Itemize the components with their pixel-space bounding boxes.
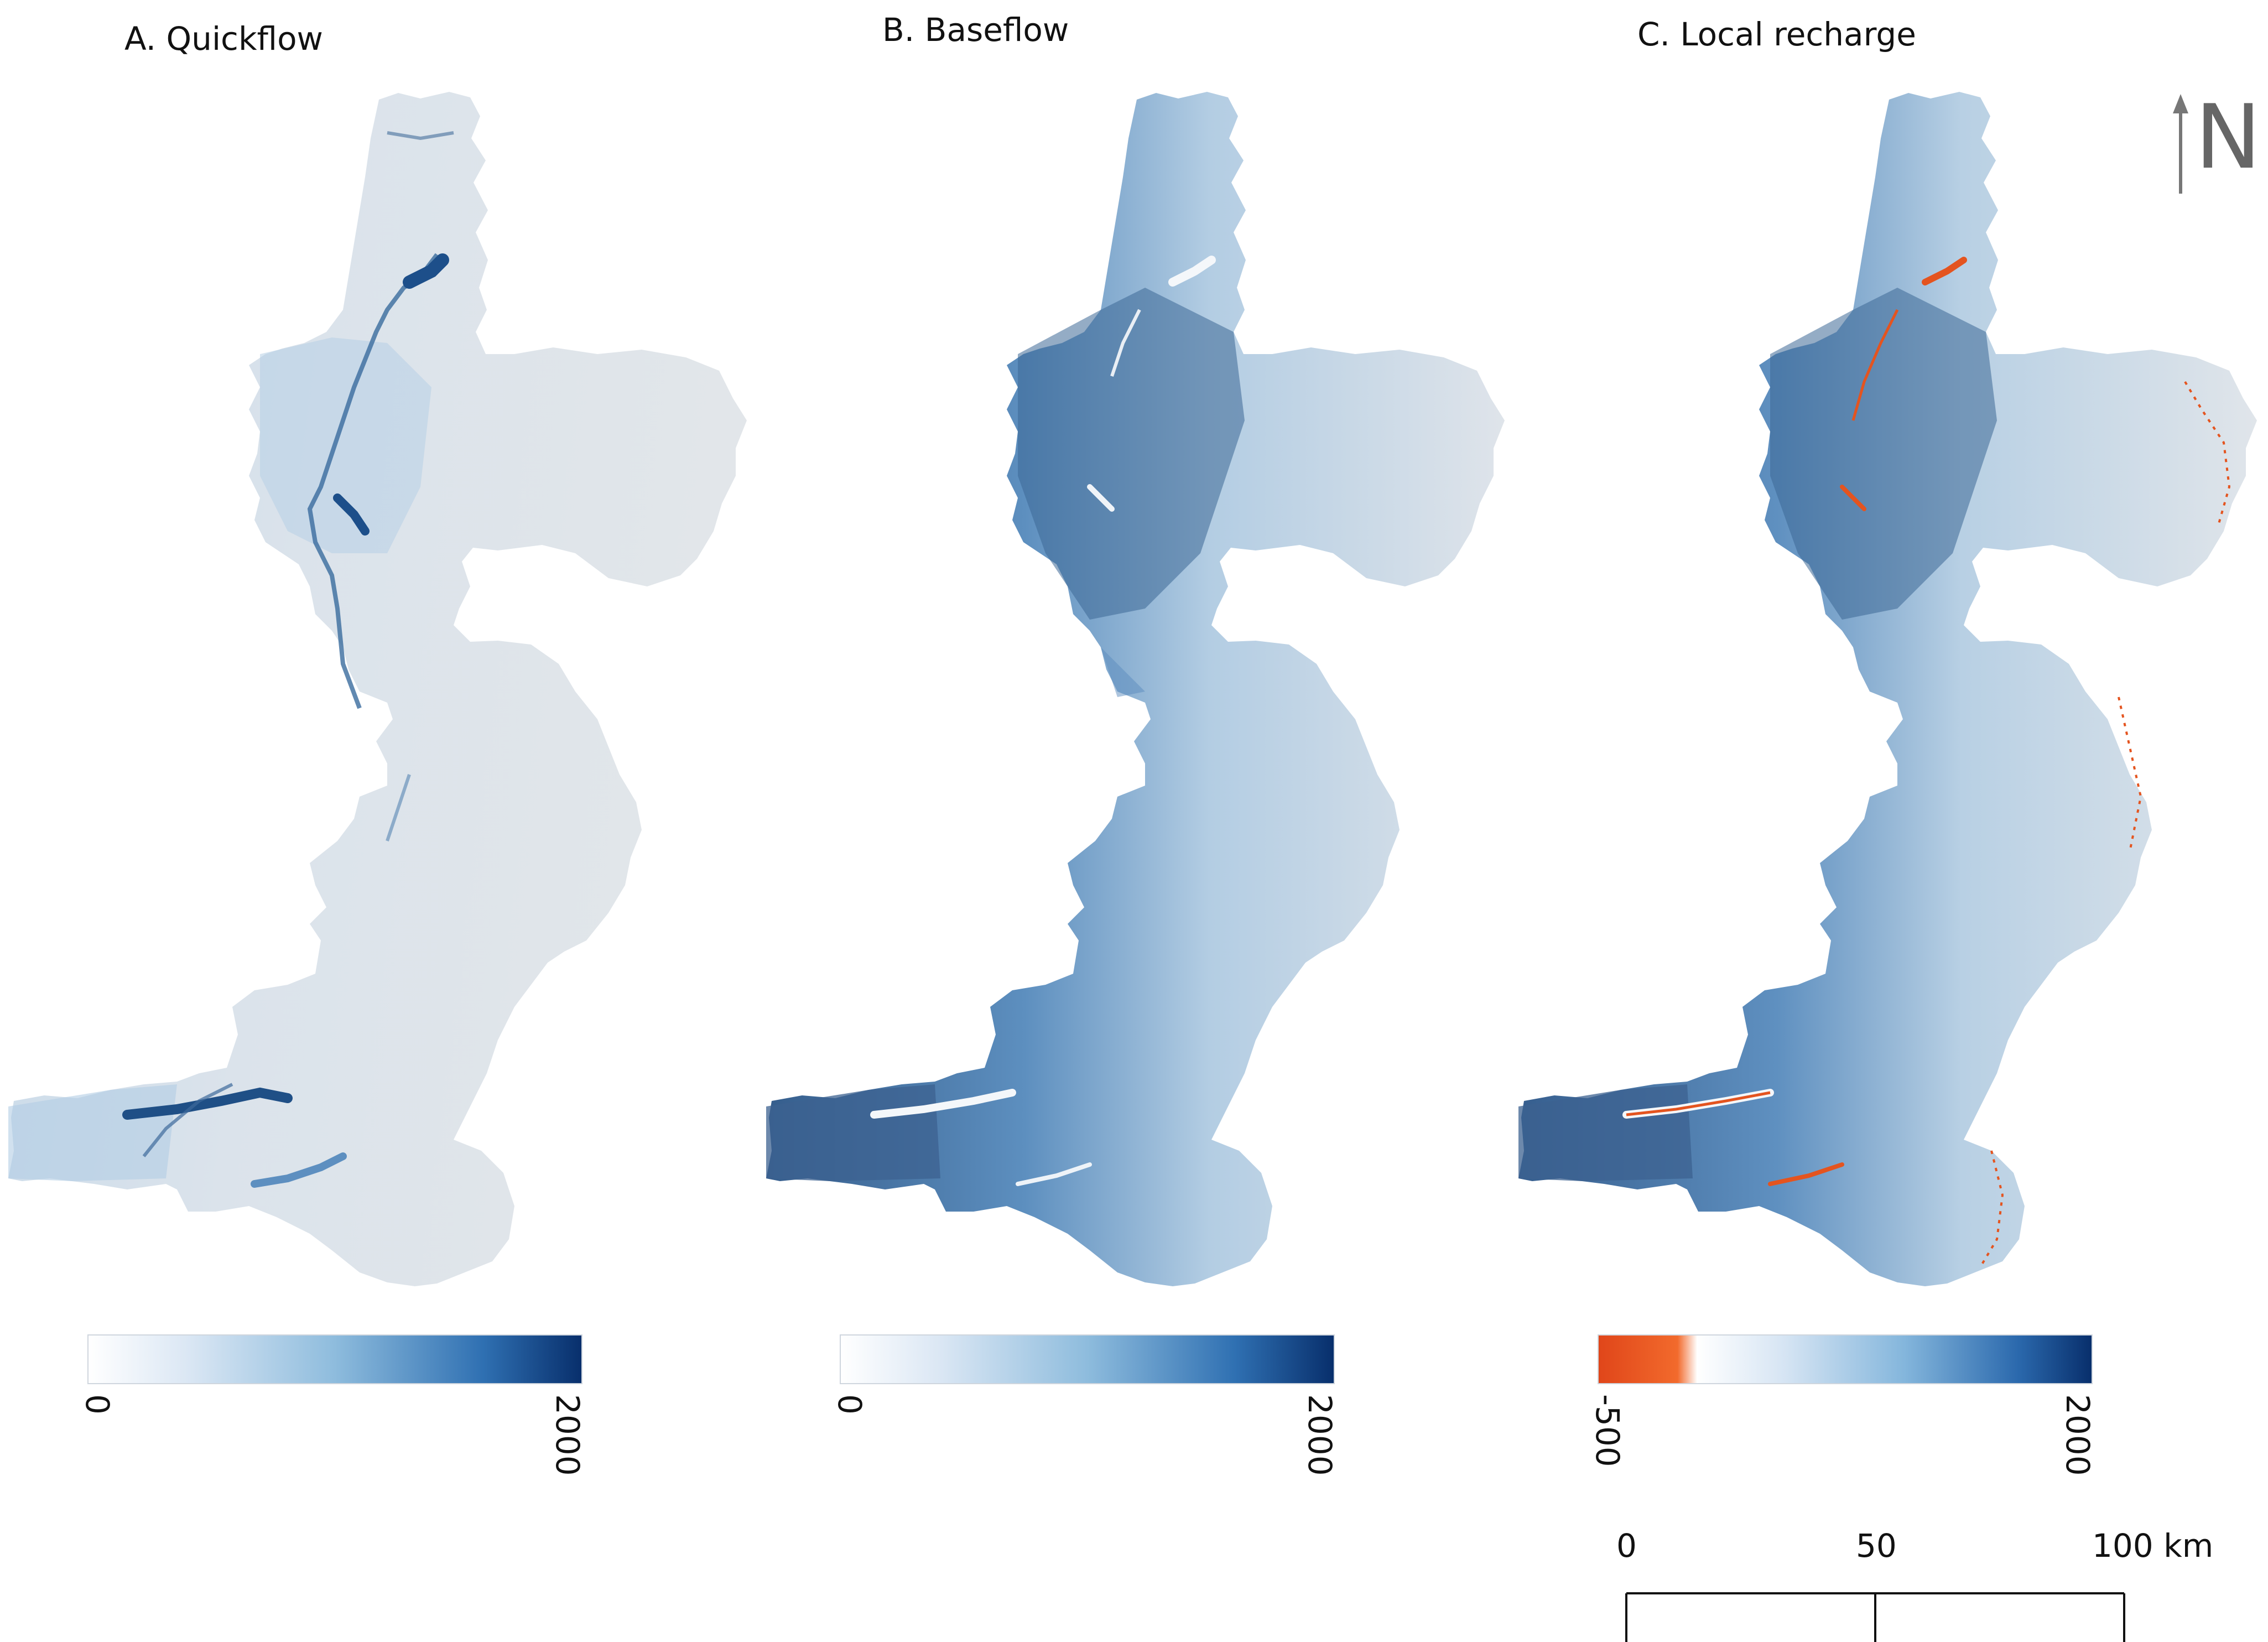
legend-max-quickflow: 2000 [549, 1394, 586, 1476]
legend-colorbar-local-recharge [1598, 1334, 2093, 1384]
legend-min-baseflow: 0 [831, 1394, 868, 1415]
legend-min-local-recharge: -500 [1589, 1394, 1626, 1467]
river-network-b [1168, 256, 1216, 287]
legend-max-local-recharge: 2000 [2059, 1394, 2097, 1476]
scale-label-100km: 100 km [2092, 1527, 2214, 1565]
scale-bar [1625, 1592, 2125, 1642]
map-panel-baseflow [766, 92, 1505, 1286]
panel-title-baseflow: B. Baseflow [882, 11, 1069, 49]
legend-colorbar-baseflow [840, 1334, 1335, 1384]
legend-max-baseflow: 2000 [1301, 1394, 1339, 1476]
legend-colorbar-quickflow [87, 1334, 582, 1384]
north-label: N [2195, 85, 2261, 189]
negative-recharge-channels [1922, 257, 1967, 285]
river-network-a [307, 253, 439, 709]
map-panel-quickflow [8, 92, 747, 1286]
north-arrow-icon [2173, 94, 2188, 194]
map-panel-local-recharge [1518, 92, 2257, 1286]
scale-label-50: 50 [1856, 1527, 1897, 1565]
panel-title-quickflow: A. Quickflow [124, 20, 323, 58]
scale-label-0: 0 [1616, 1527, 1637, 1565]
panel-title-local-recharge: C. Local recharge [1637, 15, 1916, 53]
legend-min-quickflow: 0 [79, 1394, 116, 1415]
